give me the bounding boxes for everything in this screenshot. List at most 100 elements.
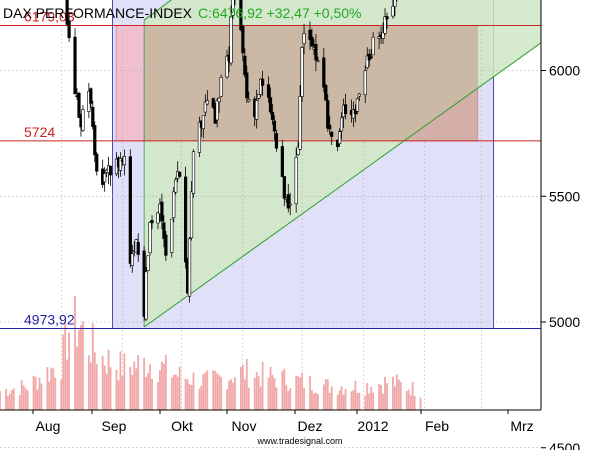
- candle-body: [369, 56, 373, 59]
- candle-body: [255, 100, 259, 120]
- volume-bar: [6, 395, 9, 410]
- volume-bar: [176, 376, 179, 410]
- volume-bar: [243, 379, 246, 410]
- volume-bar: [287, 391, 290, 410]
- volume-bar: [297, 376, 300, 410]
- volume-bar: [372, 392, 375, 410]
- volume-bar: [48, 381, 51, 410]
- volume-bar: [46, 367, 49, 410]
- candle-body: [261, 78, 265, 86]
- volume-bar: [204, 372, 207, 410]
- volume-bar: [271, 374, 274, 410]
- volume-bar: [269, 366, 272, 410]
- candle-body: [282, 176, 286, 199]
- volume-bars: [0, 295, 422, 410]
- candle-body: [67, 20, 71, 39]
- candle-body: [266, 84, 271, 98]
- volume-bar: [380, 385, 382, 410]
- volume-bar: [137, 355, 140, 410]
- volume-bar: [313, 393, 315, 410]
- volume-bar: [52, 368, 55, 410]
- volume-bar: [218, 375, 221, 410]
- candle-body: [330, 131, 334, 137]
- x-tick-label: Dez: [298, 418, 323, 434]
- volume-bar: [159, 369, 161, 410]
- candle-body: [300, 47, 304, 97]
- volume-bar: [82, 321, 84, 410]
- volume-bar: [344, 388, 347, 410]
- volume-bar: [103, 365, 106, 410]
- candle-body: [393, 0, 397, 7]
- candle-body: [122, 156, 126, 166]
- candle-body: [130, 253, 134, 266]
- candle-body: [357, 93, 361, 97]
- candle-body: [229, 16, 233, 64]
- volume-bar: [206, 370, 209, 410]
- candle-body: [239, 0, 243, 31]
- volume-bar: [409, 395, 412, 410]
- candle-body: [322, 57, 326, 88]
- volume-bar: [356, 393, 359, 410]
- candle-body: [324, 85, 328, 101]
- volume-bar: [419, 397, 422, 410]
- volume-bar: [220, 376, 223, 410]
- volume-bar: [366, 383, 369, 410]
- zone-boxes: [112, 0, 541, 329]
- volume-bar: [255, 371, 258, 410]
- volume-bar: [228, 380, 230, 410]
- candle-body: [365, 55, 369, 68]
- candle-body: [247, 99, 251, 102]
- candle-body: [205, 100, 209, 105]
- volume-bar: [161, 361, 163, 410]
- candle-body: [65, 0, 69, 25]
- x-tick-label: Okt: [171, 418, 193, 434]
- candle-body: [95, 153, 99, 172]
- candle-body: [170, 218, 174, 253]
- volume-bar: [338, 390, 341, 410]
- volume-bar: [164, 354, 167, 410]
- volume-bar: [241, 364, 244, 410]
- candle-body: [298, 96, 302, 150]
- candle-body: [257, 94, 261, 99]
- candle-body: [310, 36, 314, 47]
- candle-body: [286, 194, 290, 209]
- candle-body: [91, 106, 95, 128]
- volume-bar: [275, 387, 278, 410]
- volume-bar: [68, 332, 71, 410]
- candle-body: [316, 60, 320, 62]
- candle-body: [308, 29, 312, 40]
- volume-bar: [309, 375, 311, 410]
- volume-bar: [133, 361, 136, 410]
- volume-bar: [131, 374, 134, 410]
- volume-bar: [78, 330, 80, 410]
- volume-bar: [87, 355, 90, 410]
- volume-bar: [393, 386, 396, 410]
- volume-bar: [392, 376, 394, 410]
- volume-bar: [40, 383, 43, 410]
- volume-bar: [151, 378, 153, 410]
- volume-bar: [5, 389, 7, 410]
- volume-bar: [89, 362, 92, 410]
- volume-bar: [147, 373, 149, 410]
- volume-bar: [115, 369, 118, 410]
- candlesticks: [65, 0, 398, 322]
- candle-body: [183, 176, 188, 263]
- volume-bar: [60, 379, 63, 410]
- candle-body: [326, 100, 330, 129]
- volume-bar: [299, 377, 302, 410]
- volume-bar: [382, 393, 384, 410]
- chart-quote: C:6476,92 +32,47 +0,50%: [198, 5, 361, 21]
- volume-bar: [350, 391, 353, 410]
- volume-bar: [253, 378, 256, 410]
- candle-body: [343, 104, 348, 115]
- candle-body: [231, 0, 235, 16]
- volume-bar: [178, 366, 181, 410]
- volume-bar: [54, 377, 57, 410]
- candle-body: [77, 92, 81, 118]
- volume-bar: [50, 367, 53, 410]
- candle-body: [363, 70, 367, 96]
- level-label: 6179,03: [24, 8, 75, 24]
- candle-body: [108, 165, 113, 176]
- candle-body: [338, 131, 342, 144]
